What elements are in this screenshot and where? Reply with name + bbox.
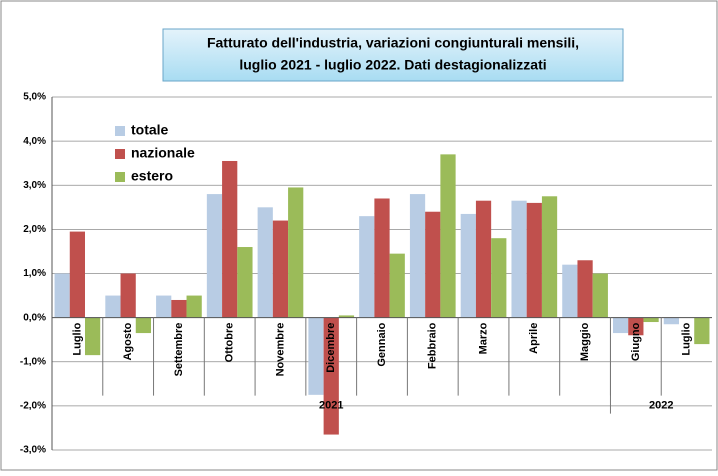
y-tick-label: 3,0% [23, 180, 46, 191]
bar [171, 299, 187, 318]
bar [541, 196, 558, 318]
legend-swatch [115, 126, 125, 136]
bar [222, 160, 238, 318]
x-tick-label: Maggio [579, 322, 591, 361]
y-tick-label: 1,0% [23, 268, 46, 279]
bar [491, 238, 507, 318]
bar [628, 317, 644, 336]
bar [272, 220, 289, 318]
bar [562, 264, 578, 318]
y-tick-label: 5,0% [23, 92, 46, 103]
bar [475, 200, 492, 318]
bar [389, 253, 405, 318]
legend-label: totale [131, 122, 169, 138]
bar [663, 317, 679, 325]
x-tick-label: Agosto [122, 322, 134, 360]
bar [206, 194, 223, 318]
x-tick-label: Dicembre [325, 323, 337, 373]
legend-label: estero [131, 168, 173, 184]
bar [643, 317, 659, 323]
bar [156, 295, 172, 318]
bar [460, 213, 476, 318]
x-tick-label: Luglio [681, 322, 693, 355]
bar [237, 247, 253, 318]
x-tick-label: Gennaio [376, 322, 388, 366]
bar [359, 216, 375, 318]
x-tick-label: Settembre [173, 323, 185, 377]
x-tick-label: Luglio [71, 322, 83, 355]
bar [526, 202, 542, 318]
bar [440, 154, 456, 318]
y-tick-label: -3,0% [20, 445, 46, 456]
bar [69, 231, 85, 318]
bar [85, 317, 101, 356]
bar [592, 273, 608, 318]
chart-title: Fatturato dell'industria, variazioni con… [207, 35, 579, 51]
bar [186, 295, 202, 318]
bar [694, 317, 710, 345]
y-tick-label: 0,0% [23, 312, 46, 323]
bar [105, 295, 121, 318]
y-tick-label: 2,0% [23, 224, 46, 235]
x-tick-label: Febbraio [427, 322, 439, 369]
bar [409, 194, 426, 318]
group-label: 2022 [649, 400, 673, 412]
bar [323, 317, 339, 435]
title-box [162, 28, 624, 82]
bar [54, 273, 70, 318]
bar [511, 200, 527, 318]
x-tick-label: Giugno [630, 322, 642, 361]
y-tick-label: -1,0% [20, 356, 46, 367]
bar [308, 317, 324, 395]
chart-subtitle: luglio 2021 - luglio 2022. Dati destagio… [239, 57, 546, 73]
x-tick-label: Novembre [274, 323, 286, 377]
legend-swatch [115, 172, 125, 182]
bar [120, 273, 136, 318]
bar [338, 315, 355, 318]
y-tick-label: -2,0% [20, 401, 46, 412]
x-tick-label: Marzo [477, 322, 489, 354]
bar [288, 187, 304, 318]
x-tick-label: Ottobre [224, 323, 236, 363]
legend-label: nazionale [131, 145, 195, 161]
bar [135, 317, 151, 334]
bar [577, 260, 593, 318]
bar [374, 198, 390, 318]
bar [425, 211, 441, 318]
x-tick-label: Aprile [528, 323, 540, 354]
bar [257, 207, 273, 318]
group-label: 2021 [319, 400, 343, 412]
legend-swatch [115, 149, 125, 159]
bar [613, 317, 629, 334]
y-tick-label: 4,0% [23, 136, 46, 147]
